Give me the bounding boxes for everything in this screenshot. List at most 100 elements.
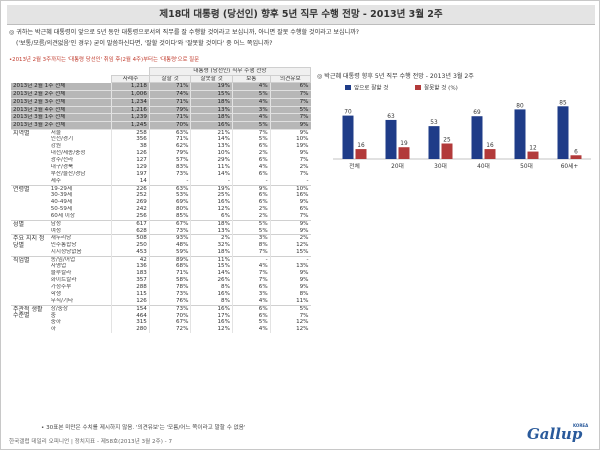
gallup-logo: Gallup <box>527 425 583 443</box>
column-header: 잘못할 것 <box>190 74 233 84</box>
table-cell: 11% <box>269 298 311 306</box>
table-cell: 25% <box>190 192 233 200</box>
table-cell: 8% <box>190 298 233 306</box>
table-cell: 69% <box>148 199 191 207</box>
table-cell: 7% <box>269 113 311 122</box>
table-cell: 73% <box>148 171 191 178</box>
table-cell: 71% <box>148 113 191 122</box>
table-cell: 9% <box>269 121 311 130</box>
chart-bar <box>441 143 453 159</box>
table-cell: 3% <box>231 291 271 299</box>
table-row: 주관적 생활수준별 상/중상 154 73% 16% 6% 5% <box>11 304 311 334</box>
data-label: 63 <box>387 114 395 120</box>
table-cell: 356 <box>111 136 150 144</box>
row-label: 강원 <box>50 143 62 150</box>
table-cell: 57% <box>148 157 191 165</box>
table-row: 연령별 19-29세 226 63% 19% 9% 10% <box>11 184 311 221</box>
table-cell: 73% <box>148 304 191 313</box>
survey-question: ◎ 귀하는 박근혜 대통령이 앞으로 5년 동안 대통령으로서의 직무를 잘 수… <box>9 28 593 49</box>
table-cell: 38 <box>111 143 150 151</box>
table-cell: 7% <box>269 312 311 320</box>
table-cell: 315 <box>111 319 150 327</box>
table-cell: 1,234 <box>111 98 150 107</box>
table-row: 제주 14- - - - <box>11 177 311 186</box>
table-cell: 79% <box>148 106 191 115</box>
table-row: 중하 315 67% 16% 5% 12% <box>11 319 311 327</box>
table-cell: 6% <box>269 206 311 214</box>
table-cell: 357 <box>111 277 150 285</box>
table-cell: 5% <box>231 121 271 130</box>
trend-row: 2013년 3월 2주 전체 1,245 70% 16% 5% 9% <box>11 121 311 130</box>
table-cell: 11% <box>190 255 233 264</box>
table-cell: 73% <box>148 227 191 235</box>
table-cell: 13% <box>190 143 233 151</box>
table-cell: 9% <box>269 150 311 158</box>
row-label: 중하 <box>50 319 62 326</box>
table-cell: 5% <box>231 219 271 228</box>
data-label: 80 <box>516 103 524 109</box>
group-label: 연령별 <box>11 184 49 221</box>
table-cell: 288 <box>111 284 150 292</box>
x-tick-label: 전체 <box>349 162 360 170</box>
row-label: 새누리당 <box>48 234 112 242</box>
table-cell: 10% <box>269 184 311 193</box>
table-cell: 12% <box>269 241 311 249</box>
data-label: 70 <box>344 110 352 116</box>
table-cell: 154 <box>111 304 150 313</box>
top-note: •2013년 2월 3주까지는 '대통령 당선인' 취임 후(2월 4주)부터는… <box>9 57 200 63</box>
row-label: 대구/경북 <box>50 164 74 171</box>
table-cell: 78% <box>148 284 191 292</box>
table-cell: 2% <box>269 234 311 242</box>
table-cell: 48% <box>148 241 191 249</box>
table-cell: 127 <box>111 157 150 165</box>
table-cell: 14% <box>190 270 233 278</box>
table-cell: 4% <box>231 98 271 107</box>
row-label: 2013년 3월 2주 전체 <box>11 121 112 130</box>
group-label: 지역별 <box>11 128 49 186</box>
table-cell: - <box>190 177 233 186</box>
data-label: 19 <box>400 141 408 147</box>
table-cell: 18% <box>190 113 233 122</box>
table-cell: 2% <box>269 164 311 172</box>
row-label: 2013년 3월 1주 전체 <box>11 113 112 122</box>
row-label: 50-59세 <box>50 206 73 213</box>
x-tick-label: 20대 <box>391 162 404 170</box>
table-cell: 29% <box>190 157 233 165</box>
question-line-1: ◎ 귀하는 박근혜 대통령이 앞으로 5년 동안 대통령으로서의 직무를 잘 수… <box>9 29 360 36</box>
table-cell: 18% <box>190 98 233 107</box>
table-cell: 80% <box>148 206 191 214</box>
row-label: 2013년 2월 2주 전체 <box>11 90 112 99</box>
table-cell: 5% <box>269 106 311 115</box>
table-cell: 5% <box>231 319 271 327</box>
table-row: 50-59세 242 80% 12% 2% 6% <box>11 206 311 214</box>
table-cell: 17% <box>190 312 233 320</box>
data-label: 16 <box>486 143 494 149</box>
table-cell: 9% <box>269 199 311 207</box>
x-tick-label: 40대 <box>477 162 490 170</box>
table-cell: 18% <box>190 219 233 228</box>
table-cell: 14% <box>190 171 233 178</box>
header-group: 대통령 (당선인) 직무 수행 전망 <box>148 67 312 76</box>
table-cell: 74% <box>148 90 191 99</box>
table-cell: 7% <box>269 157 311 165</box>
table-cell: 16% <box>190 304 233 313</box>
row-label: 2013년 2월 3주 전체 <box>11 98 112 107</box>
chart-bar <box>471 116 483 159</box>
row-label: 서울 <box>48 128 112 137</box>
table-cell: 12% <box>269 319 311 327</box>
row-label: 화이트칼라 <box>50 277 77 284</box>
table-cell: 63% <box>148 184 191 193</box>
table-cell: 13% <box>190 106 233 115</box>
table-cell: 11% <box>190 164 233 172</box>
table-cell: 4% <box>231 113 271 122</box>
table-cell: 5% <box>231 227 271 235</box>
table-cell: 5% <box>231 90 271 99</box>
table-cell: 183 <box>111 270 150 278</box>
table-cell: 7% <box>269 171 311 178</box>
group-label: 직업별 <box>11 255 49 306</box>
legend-label: 앞으로 잘할 것 <box>354 84 388 92</box>
table-cell: 14% <box>190 136 233 144</box>
table-cell: 89% <box>148 255 191 264</box>
row-label: 부산/울산/경남 <box>50 171 86 178</box>
data-label: 53 <box>430 120 438 126</box>
